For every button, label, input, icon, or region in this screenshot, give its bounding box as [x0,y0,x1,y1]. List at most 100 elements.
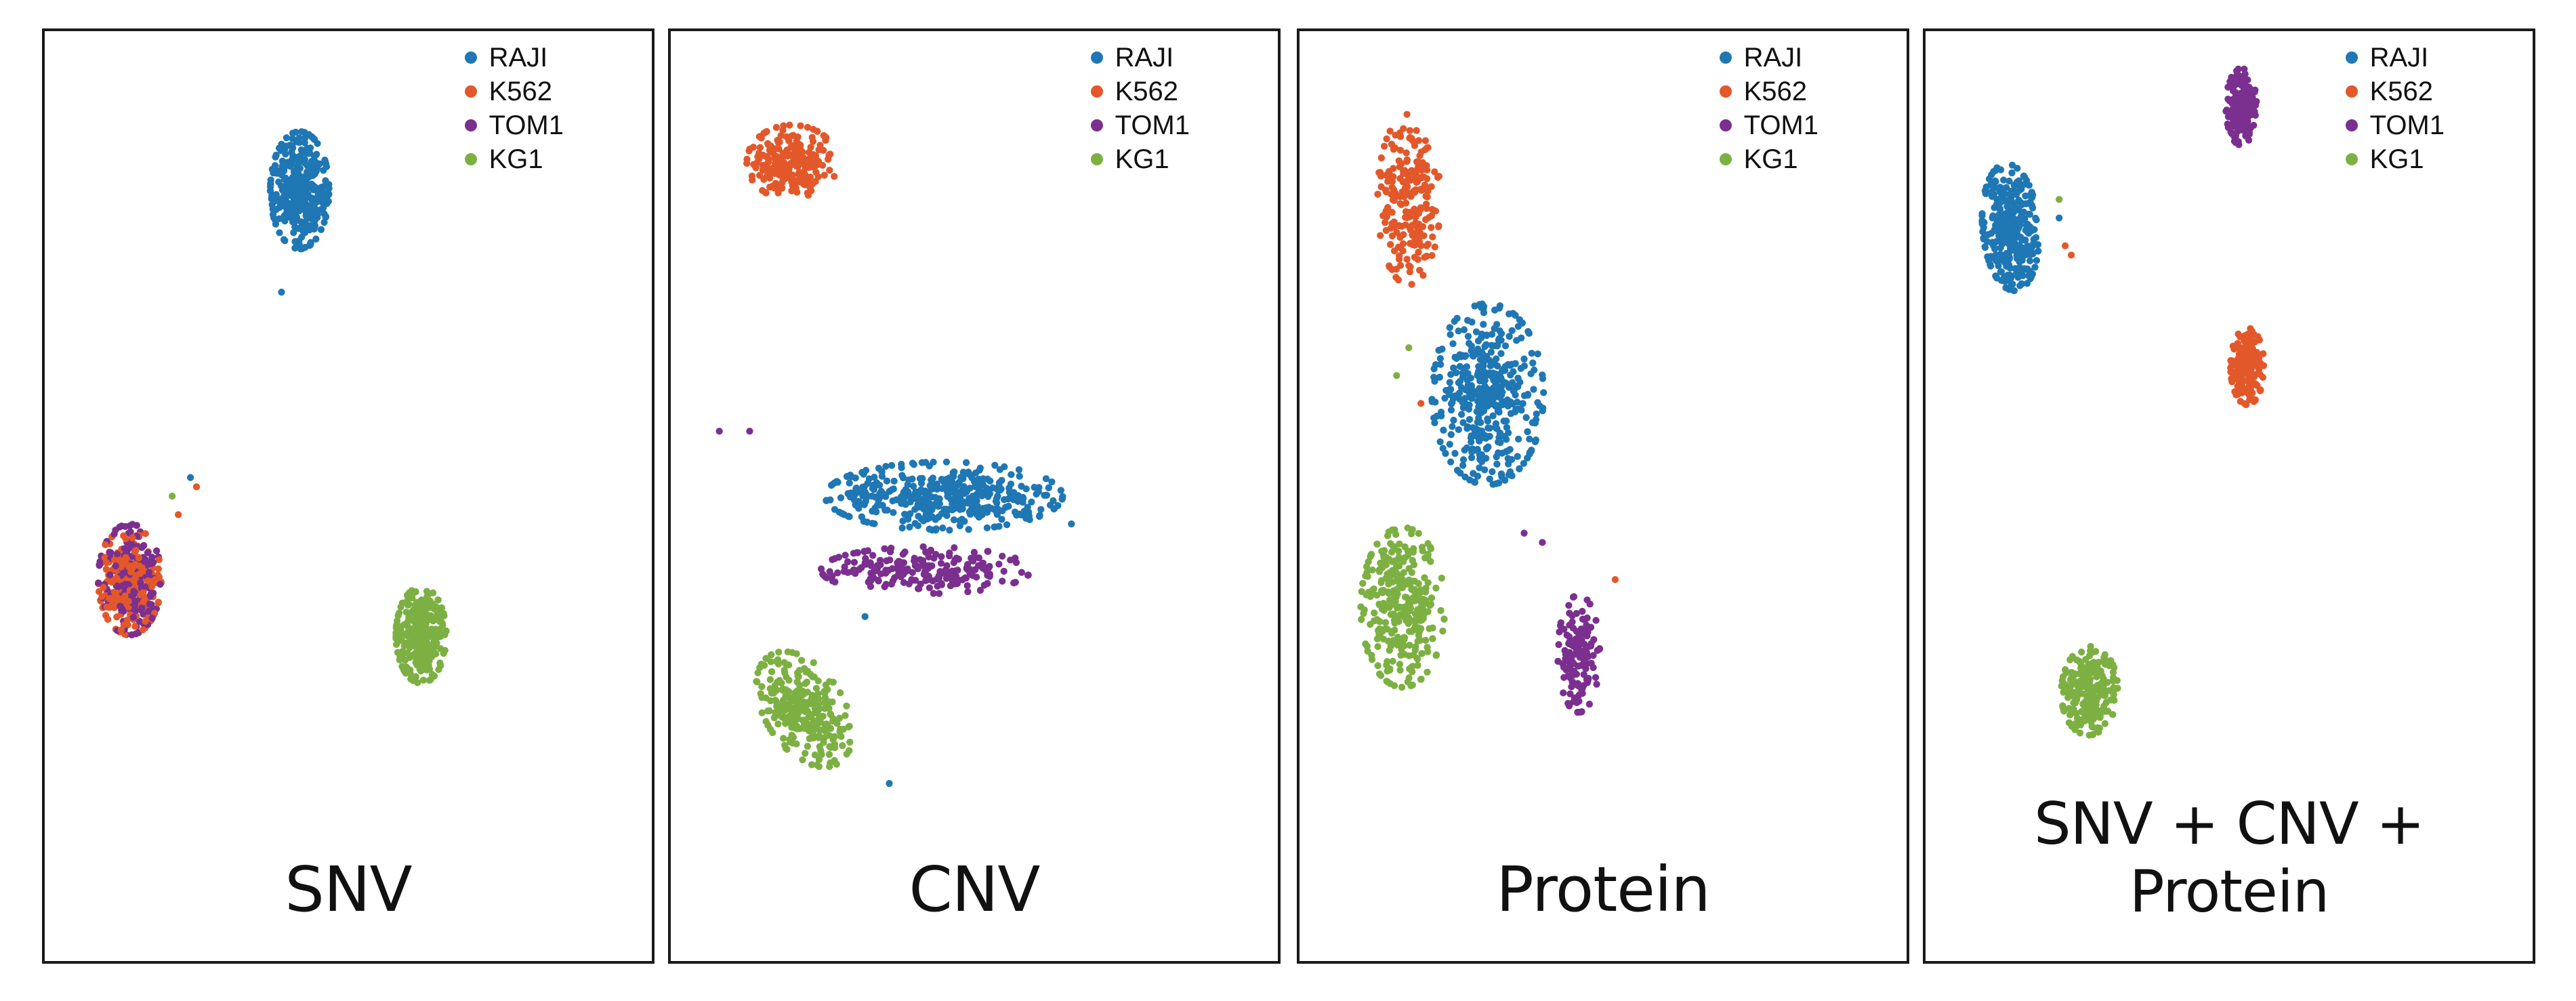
data-point-tom1 [130,588,138,595]
data-point-raji [1504,455,1512,462]
data-point-raji [1015,510,1022,518]
data-point-raji [2008,169,2016,177]
data-point-raji [1023,512,1031,520]
data-point-kg1 [2066,656,2074,663]
data-point-tom1 [954,567,961,574]
data-point-raji [860,501,868,508]
data-point-raji [1518,400,1526,407]
data-point-k562 [823,134,830,142]
data-point-raji [1015,466,1023,474]
data-point-k562 [121,592,129,600]
data-point-raji [2033,216,2040,224]
data-point-raji [884,506,891,514]
data-point-k562 [1379,212,1387,220]
data-point-raji [1446,441,1453,448]
data-point-raji [1540,389,1547,396]
data-point-kg1 [428,653,436,661]
data-point-kg1 [2102,661,2109,668]
data-point-k562 [1412,219,1419,226]
data-point-kg1 [2092,648,2100,655]
data-point-kg1 [404,601,412,609]
data-point-kg1 [811,751,819,759]
data-point-k562 [807,144,814,151]
data-point-kg1 [791,694,799,701]
data-point-tom1 [1012,558,1020,567]
data-point-kg1 [413,661,421,669]
data-point-k562 [1417,242,1425,249]
data-point-kg1 [817,747,825,754]
data-point-kg1 [785,661,793,669]
data-point-k562 [779,175,787,182]
data-point-raji [301,139,308,146]
data-point-raji [876,502,884,509]
data-point-k562 [1395,157,1403,165]
data-point-raji [1495,479,1503,487]
data-point-raji [919,517,928,525]
data-point-raji [1028,498,1035,506]
data-point-kg1 [2055,196,2063,203]
data-point-raji [1474,337,1482,345]
data-point-tom1 [844,558,852,566]
data-point-raji [272,153,279,161]
data-point-kg1 [1398,683,1406,691]
data-point-k562 [139,626,147,634]
data-point-kg1 [1420,611,1428,619]
data-point-k562 [790,151,797,159]
data-point-tom1 [137,579,144,587]
data-point-k562 [2238,389,2246,396]
data-point-kg1 [1386,665,1394,672]
data-point-raji [299,184,307,191]
data-point-tom1 [2230,108,2237,117]
data-point-tom1 [2224,123,2232,131]
data-point-k562 [771,169,778,178]
data-point-tom1 [995,560,1003,568]
data-point-tom1 [1569,618,1576,626]
data-point-kg1 [417,637,425,645]
data-point-kg1 [2067,675,2075,682]
data-point-kg1 [418,611,425,619]
data-point-kg1 [2096,685,2104,693]
legend-marker-kg1 [2345,153,2358,165]
data-point-raji [1512,405,1520,413]
data-point-raji [309,171,316,180]
data-point-k562 [1408,135,1415,142]
data-point-k562 [1397,201,1405,208]
data-point-kg1 [1369,566,1376,574]
data-point-k562 [1416,266,1424,274]
data-point-tom1 [925,553,932,561]
data-point-raji [914,522,922,529]
data-point-tom1 [1539,539,1546,546]
data-point-kg1 [1404,552,1412,559]
data-point-kg1 [778,686,786,693]
data-point-kg1 [793,650,800,657]
panel-title: CNV [909,853,1041,926]
data-point-k562 [788,187,795,195]
data-point-kg1 [770,714,778,722]
data-point-k562 [777,131,785,140]
data-point-tom1 [1592,617,1600,624]
data-point-tom1 [946,549,953,557]
data-point-tom1 [129,613,138,621]
data-point-kg1 [1391,526,1398,533]
data-point-raji [986,477,994,485]
data-point-tom1 [152,547,161,554]
data-point-kg1 [812,685,820,692]
data-point-raji [281,164,288,172]
data-point-k562 [1421,181,1429,189]
data-point-tom1 [881,545,888,552]
data-point-kg1 [1396,660,1404,668]
data-point-kg1 [842,712,849,720]
data-point-k562 [1431,243,1438,251]
data-point-raji [2029,191,2037,199]
data-point-raji [1496,327,1503,335]
data-point-k562 [1400,230,1407,239]
data-point-k562 [1435,223,1442,230]
data-point-kg1 [774,660,783,668]
data-point-kg1 [1392,571,1399,579]
legend-label-tom1: TOM1 [1115,110,1190,140]
data-point-kg1 [420,652,428,659]
data-point-raji [871,520,878,527]
data-point-kg1 [2060,708,2068,715]
data-point-kg1 [821,689,829,697]
data-point-kg1 [1418,544,1426,551]
